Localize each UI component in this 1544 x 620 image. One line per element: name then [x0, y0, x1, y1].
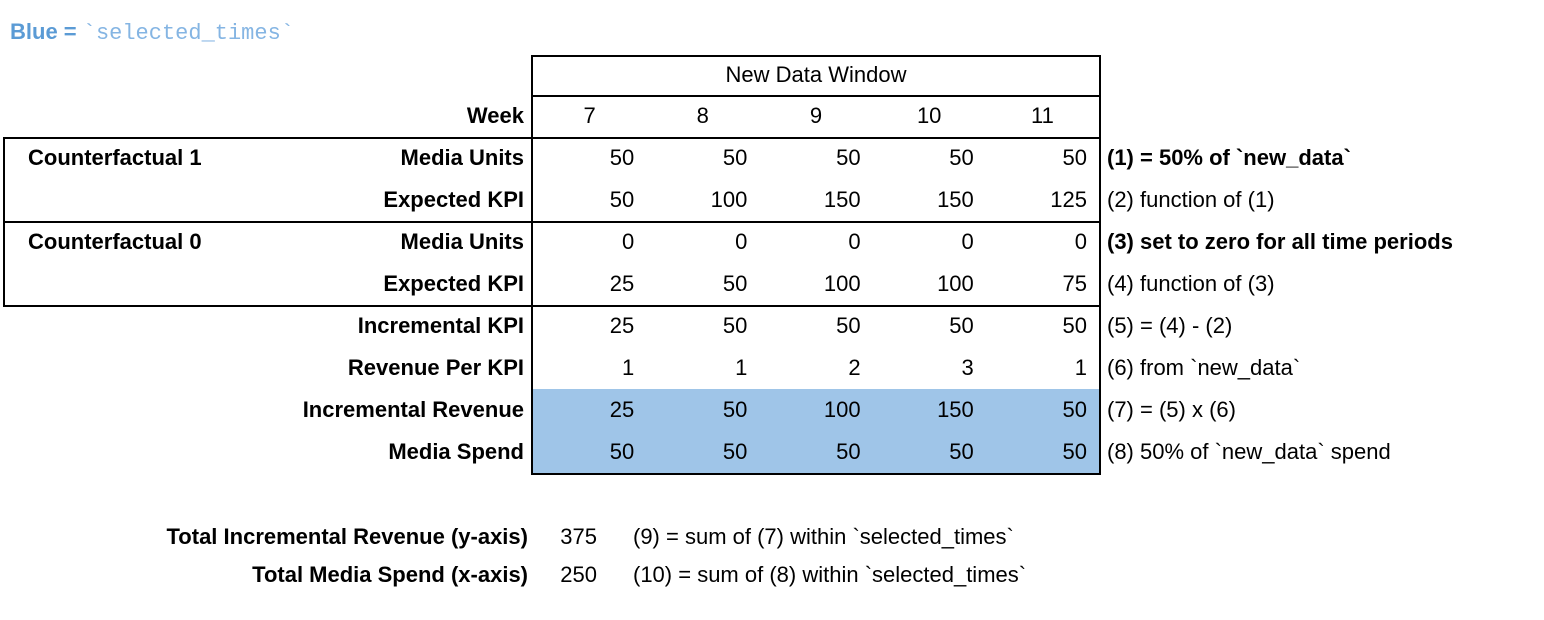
border-data-right	[1099, 55, 1101, 475]
week-number: 8	[696, 103, 709, 128]
cell-value: 50	[1062, 313, 1087, 338]
border-label-left	[3, 137, 5, 305]
summary-note: (10) = sum of (8) within `selected_times…	[633, 562, 1027, 587]
cell-value: 50	[1062, 397, 1087, 422]
summary-row: Total Media Spend (x-axis) 250 (10) = sum …	[0, 554, 1544, 596]
table-row: Revenue Per KPI 1 1 2 3 1 (6) from `new_data`	[0, 347, 1544, 389]
cell-value: 25	[609, 313, 635, 338]
week-row: Week 7 8 9 10 11	[0, 95, 1544, 137]
table-row: Expected KPI 25 50 100 100 75 (4) function of …	[0, 263, 1544, 305]
cell-value: 50	[722, 313, 748, 338]
cell-value: 50	[722, 271, 748, 296]
cell-value: 50	[836, 439, 861, 464]
table-row: Counterfactual 0 Media Units 0 0 0 0 0 (3) set …	[0, 221, 1544, 263]
row-note: (6) from `new_data`	[1107, 355, 1301, 380]
cell-value: 25	[609, 271, 635, 296]
cell-value: 100	[823, 397, 861, 422]
border-cf1-top	[3, 137, 1101, 139]
cell-value: 1	[1074, 355, 1087, 380]
cell-value: 100	[823, 271, 861, 296]
cell-value: 50	[609, 439, 635, 464]
cell-value: 100	[710, 187, 748, 212]
summary-row: Total Incremental Revenue (y-axis) 375 (9)…	[0, 516, 1544, 558]
row-label: Expected KPI	[383, 187, 524, 212]
cell-value: 0	[735, 229, 748, 254]
border-header-top	[531, 55, 1101, 57]
cell-value: 150	[823, 187, 861, 212]
cell-value: 50	[722, 145, 748, 170]
table-row: Incremental Revenue 25 50 100 150 50 (7) = (5)…	[0, 389, 1544, 431]
group-label: Counterfactual 0	[28, 229, 202, 254]
week-number: 9	[809, 103, 823, 128]
week-number: 7	[583, 103, 596, 128]
row-note: (7) = (5) x (6)	[1107, 397, 1236, 422]
row-label: Media Units	[400, 145, 524, 170]
cell-value: 100	[937, 271, 974, 296]
row-label: Expected KPI	[383, 271, 524, 296]
cell-value: 150	[937, 397, 974, 422]
row-label: Incremental KPI	[357, 313, 524, 338]
cell-value: 25	[609, 397, 635, 422]
cell-value: 3	[961, 355, 974, 380]
table-row: Counterfactual 1 Media Units 50 50 50 50 50 (1)…	[0, 137, 1544, 179]
border-data-left	[531, 55, 533, 475]
table-row: Expected KPI 50 100 150 150 125 (2) function o…	[0, 179, 1544, 221]
summary-label: Total Media Spend (x-axis)	[252, 562, 528, 587]
cell-value: 50	[949, 145, 974, 170]
cell-value: 2	[848, 355, 861, 380]
cell-value: 50	[949, 439, 974, 464]
window-header: New Data Window	[725, 62, 907, 87]
group-label: Counterfactual 1	[28, 145, 202, 170]
row-label: Media Spend	[388, 439, 524, 464]
cell-value: 0	[621, 229, 635, 254]
table-row: Media Spend 50 50 50 50 50 (8) 50% of `new_dat…	[0, 431, 1544, 473]
row-note: (2) function of (1)	[1107, 187, 1275, 212]
border-cf0-bottom	[3, 305, 1101, 307]
row-note: (3) set to zero for all time periods	[1107, 229, 1453, 254]
week-label: Week	[466, 103, 524, 128]
legend-note-code: `selected_times`	[82, 21, 294, 46]
cell-value: 1	[621, 355, 635, 380]
highlight-selected-times	[533, 389, 1099, 473]
legend-note: Blue = `selected_times`	[10, 17, 294, 47]
legend-note-prefix: Blue =	[10, 19, 83, 44]
cell-value: 50	[722, 397, 748, 422]
summary-label: Total Incremental Revenue (y-axis)	[166, 524, 529, 549]
row-note: (5) = (4) - (2)	[1107, 313, 1233, 338]
cell-value: 50	[949, 313, 974, 338]
cell-value: 50	[1062, 439, 1087, 464]
cell-value: 50	[836, 145, 861, 170]
cell-value: 50	[722, 439, 748, 464]
row-note: (4) function of (3)	[1107, 271, 1275, 296]
cell-value: 50	[609, 145, 635, 170]
summary-note: (9) = sum of (7) within `selected_times`	[633, 524, 1014, 549]
cell-value: 1	[735, 355, 748, 380]
cell-value: 50	[609, 187, 635, 212]
cell-value: 75	[1062, 271, 1087, 296]
cell-value: 50	[836, 313, 861, 338]
cell-value: 150	[937, 187, 974, 212]
cell-value: 125	[1050, 187, 1087, 212]
border-table-bottom	[531, 473, 1101, 475]
table-row: Incremental KPI 25 50 50 50 50 (5) = (4) - (2)	[0, 305, 1544, 347]
summary-value: 375	[560, 524, 597, 549]
cell-value: 0	[1074, 229, 1087, 254]
summary-value: 250	[560, 562, 597, 587]
week-number: 11	[1030, 103, 1054, 128]
row-label: Incremental Revenue	[302, 397, 524, 422]
row-note: (8) 50% of `new_data` spend	[1107, 439, 1391, 464]
cell-value: 0	[848, 229, 861, 254]
row-label: Revenue Per KPI	[347, 355, 524, 380]
row-note: (1) = 50% of `new_data`	[1107, 145, 1351, 170]
border-header-bottom	[531, 95, 1101, 97]
row-label: Media Units	[400, 229, 524, 254]
cell-value: 0	[961, 229, 974, 254]
cell-value: 50	[1062, 145, 1087, 170]
border-cf1-bottom	[3, 221, 1101, 223]
week-number: 10	[916, 103, 942, 128]
